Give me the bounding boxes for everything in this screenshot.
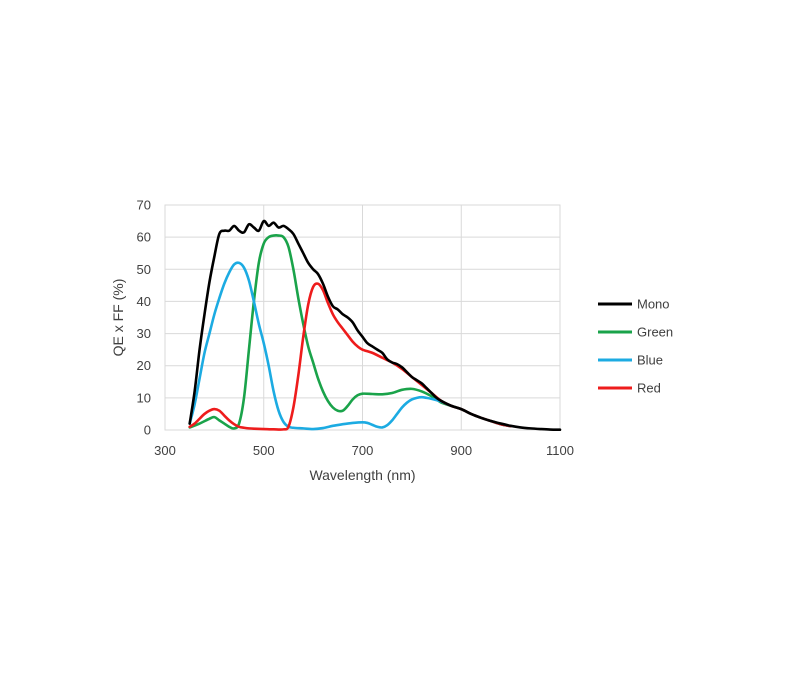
y-tick-label: 60 bbox=[137, 230, 151, 245]
x-tick-label: 900 bbox=[450, 443, 472, 458]
x-tick-label: 300 bbox=[154, 443, 176, 458]
tick-labels: 0 10 20 30 40 50 60 70 300 500 700 900 1100 bbox=[137, 198, 574, 459]
legend-label-blue: Blue bbox=[637, 353, 663, 368]
series-lines bbox=[188, 219, 562, 431]
legend: Mono Green Blue Red bbox=[598, 297, 673, 396]
y-tick-label: 20 bbox=[137, 358, 151, 373]
series-line-green bbox=[188, 234, 512, 430]
series-line-mono bbox=[188, 219, 562, 431]
grid-lines bbox=[164, 204, 561, 431]
y-tick-label: 50 bbox=[137, 262, 151, 277]
x-tick-label: 1100 bbox=[546, 443, 574, 458]
y-tick-label: 40 bbox=[137, 294, 151, 309]
legend-label-red: Red bbox=[637, 381, 661, 396]
y-tick-label: 70 bbox=[137, 198, 151, 213]
x-axis-title: Wavelength (nm) bbox=[309, 467, 415, 483]
y-tick-label: 30 bbox=[137, 326, 151, 341]
series-line-blue bbox=[188, 261, 512, 431]
y-tick-label: 10 bbox=[137, 390, 151, 405]
legend-label-mono: Mono bbox=[637, 297, 670, 312]
legend-label-green: Green bbox=[637, 325, 673, 340]
x-tick-label: 700 bbox=[352, 443, 374, 458]
y-tick-label: 0 bbox=[144, 423, 151, 438]
y-axis-title: QE x FF (%) bbox=[110, 279, 126, 357]
series-line-red bbox=[188, 282, 512, 431]
x-tick-label: 500 bbox=[253, 443, 275, 458]
